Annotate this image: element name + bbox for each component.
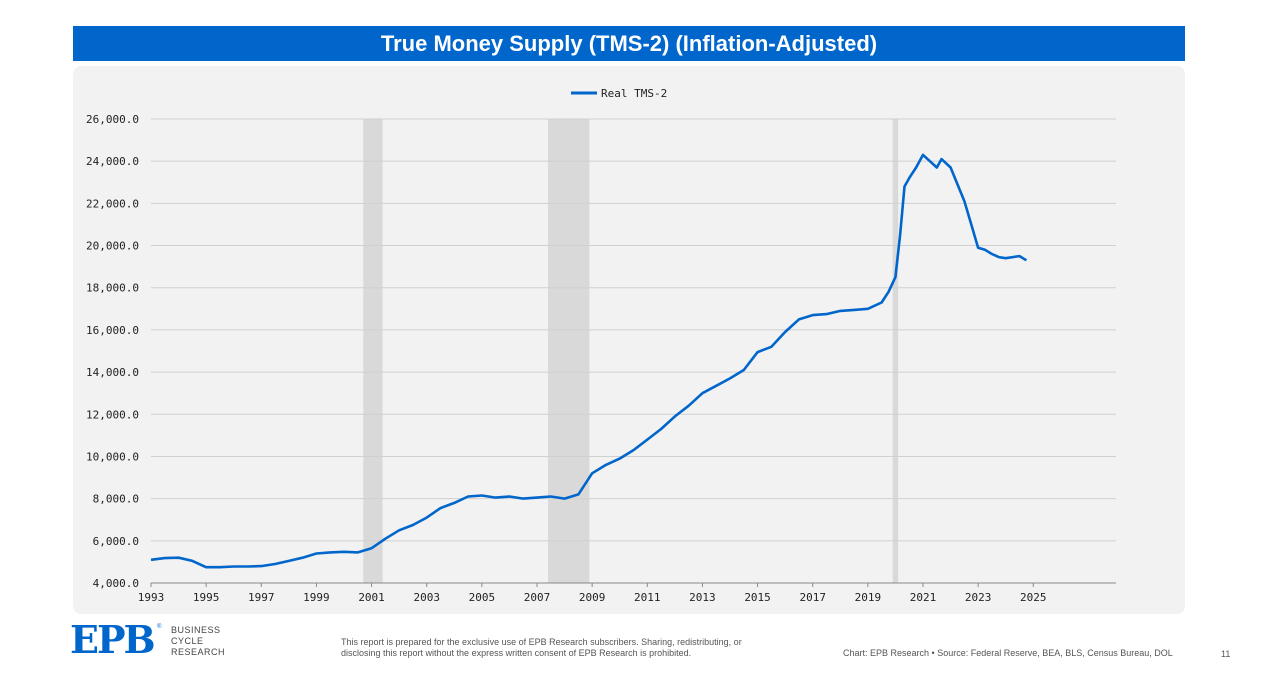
legend-label: Real TMS-2 bbox=[601, 87, 667, 100]
x-tick-label: 2019 bbox=[855, 591, 882, 604]
y-tick-label: 26,000.0 bbox=[86, 113, 139, 126]
y-tick-label: 16,000.0 bbox=[86, 324, 139, 337]
x-tick-label: 2023 bbox=[965, 591, 992, 604]
chart-panel: 4,000.0 6,000.0 8,000.0 10,000.0 12,000.0 14,… bbox=[73, 66, 1185, 614]
source-text: Chart: EPB Research • Source: Federal Re… bbox=[843, 648, 1173, 658]
x-tick-label: 2007 bbox=[524, 591, 551, 604]
x-tick-label: 1993 bbox=[138, 591, 165, 604]
recession-band bbox=[892, 119, 899, 583]
x-tick-label: 2009 bbox=[579, 591, 606, 604]
logo-line-cycle: CYCLE bbox=[171, 636, 204, 646]
y-tick-label: 8,000.0 bbox=[93, 493, 139, 506]
disclaimer-text: This report is prepared for the exclusiv… bbox=[341, 637, 742, 658]
y-tick-label: 10,000.0 bbox=[86, 450, 139, 463]
recession-band bbox=[363, 119, 383, 583]
y-tick-label: 4,000.0 bbox=[93, 577, 139, 590]
x-tick-label: 2005 bbox=[469, 591, 496, 604]
y-tick-label: 14,000.0 bbox=[86, 366, 139, 379]
recession-band bbox=[548, 119, 590, 583]
x-tick-label: 2003 bbox=[413, 591, 440, 604]
x-tick-label: 1995 bbox=[193, 591, 220, 604]
chart-title: True Money Supply (TMS-2) (Inflation-Adj… bbox=[73, 26, 1185, 61]
x-tick-label: 2001 bbox=[358, 591, 385, 604]
y-tick-label: 18,000.0 bbox=[86, 282, 139, 295]
logo-line-research: RESEARCH bbox=[171, 647, 226, 657]
y-tick-label: 22,000.0 bbox=[86, 197, 139, 210]
epb-logo: EPB bbox=[70, 617, 156, 662]
x-tick-label: 2013 bbox=[689, 591, 716, 604]
x-tick-label: 2015 bbox=[744, 591, 771, 604]
x-tick-label: 2021 bbox=[910, 591, 937, 604]
logo-subtitle: BUSINESS CYCLE RESEARCH bbox=[171, 625, 225, 658]
y-tick-label: 6,000.0 bbox=[93, 535, 139, 548]
page-number: 11 bbox=[1221, 649, 1231, 659]
x-tick-label: 1999 bbox=[303, 591, 330, 604]
x-tick-label: 2025 bbox=[1020, 591, 1046, 604]
x-tick-label: 2017 bbox=[799, 591, 826, 604]
series-line-real-tms-2 bbox=[150, 153, 1028, 569]
line-chart: 4,000.0 6,000.0 8,000.0 10,000.0 12,000.0 14,… bbox=[86, 87, 1116, 604]
y-tick-label: 24,000.0 bbox=[86, 155, 139, 168]
registered-mark: ® bbox=[157, 624, 162, 630]
x-tick-label: 2011 bbox=[634, 591, 661, 604]
x-tick-label: 1997 bbox=[248, 591, 274, 604]
y-tick-label: 12,000.0 bbox=[86, 408, 139, 421]
y-tick-label: 20,000.0 bbox=[86, 240, 139, 253]
logo-line-business: BUSINESS bbox=[171, 625, 221, 635]
